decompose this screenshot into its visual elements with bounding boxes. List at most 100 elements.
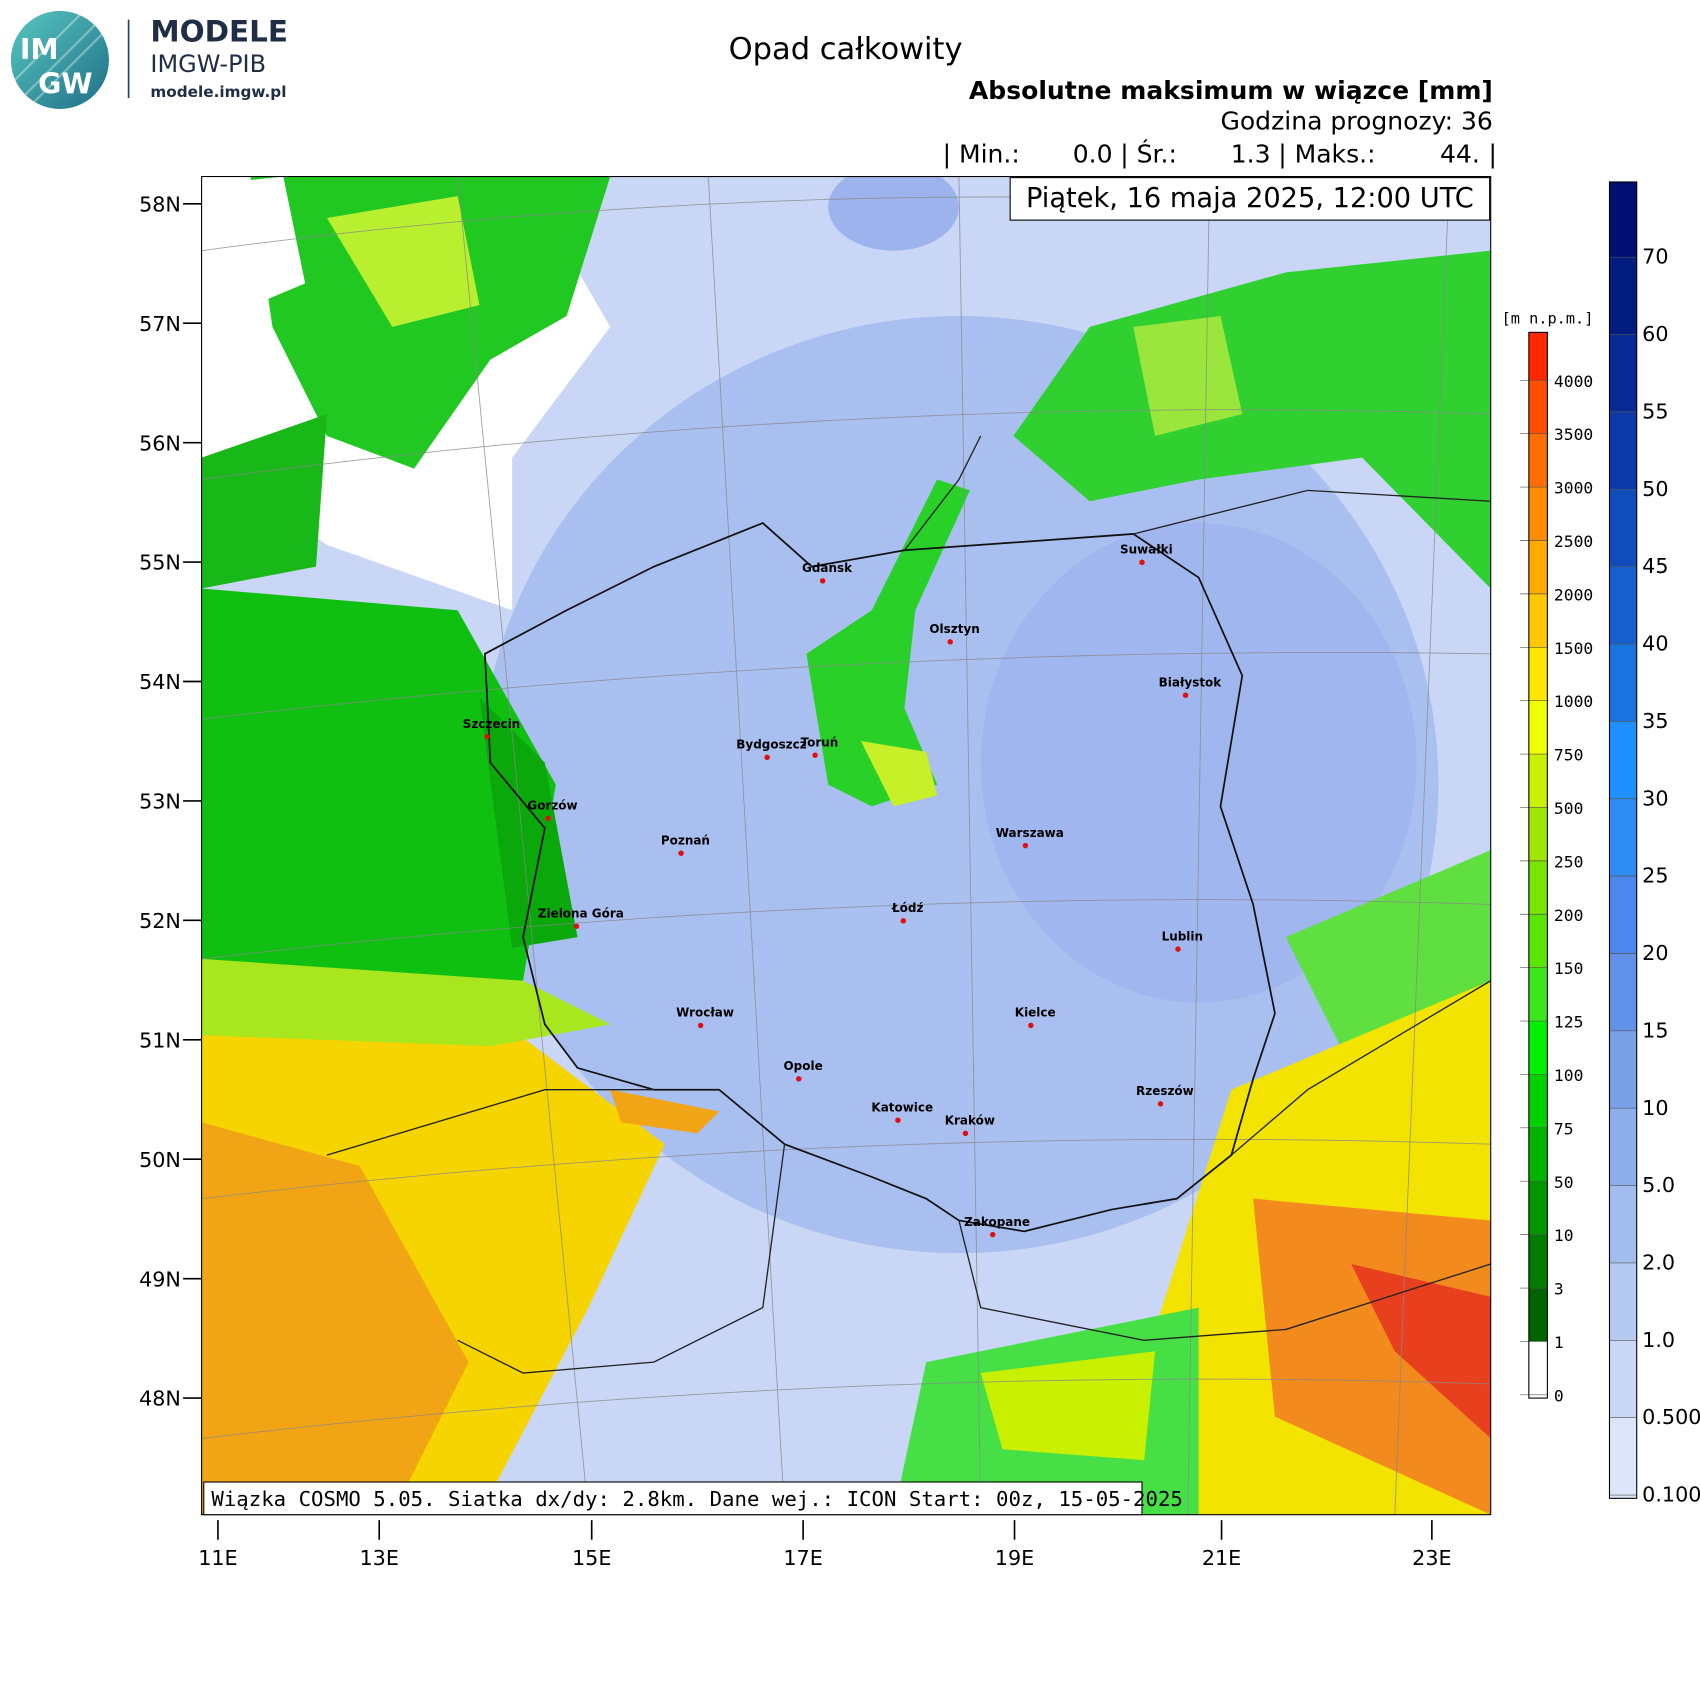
logo-org: IMGW-PIB xyxy=(150,50,266,78)
terrain-label: 3 xyxy=(1554,1280,1564,1299)
stat: 0.0 xyxy=(1073,139,1113,168)
city-label: Poznań xyxy=(661,834,710,848)
forecast-hour: Godzina prognozy: 36 xyxy=(1220,107,1492,136)
terrain-swatch xyxy=(1528,1181,1548,1235)
precip-label: 30 xyxy=(1642,786,1668,810)
precip-label: 20 xyxy=(1642,941,1668,965)
city-label: Bydgoszcz xyxy=(736,738,806,752)
city-label: Zakopane xyxy=(964,1215,1030,1229)
terrain-label: 1 xyxy=(1554,1333,1564,1352)
city-label: Opole xyxy=(784,1059,823,1073)
precip-label: 0.100 xyxy=(1642,1483,1700,1507)
border xyxy=(484,522,1276,1233)
precip-swatch xyxy=(1609,1185,1637,1263)
city-dot xyxy=(895,1117,901,1123)
terrain-frame xyxy=(1528,331,1548,1399)
lon-label: 15E xyxy=(572,1546,611,1570)
title: Opad całkowity xyxy=(729,32,963,67)
city-label: Wrocław xyxy=(676,1006,734,1020)
logo-name: MODELE xyxy=(150,14,288,48)
precip-swatch xyxy=(1609,1108,1637,1186)
logo-pattern xyxy=(12,12,105,105)
valid-time: Piątek, 16 maja 2025, 12:00 UTC xyxy=(1026,183,1474,214)
lat-label: 56N xyxy=(139,431,181,455)
city-dot xyxy=(697,1022,704,1029)
city-label: Białystok xyxy=(1159,676,1223,690)
terrain-label: 1000 xyxy=(1554,692,1593,711)
city-dot xyxy=(796,1076,802,1082)
precip-label: 50 xyxy=(1642,477,1668,501)
terrain-label: 2500 xyxy=(1554,532,1593,551)
precip-swatch xyxy=(1609,1340,1637,1418)
footer: Wiązka COSMO 5.05. Siatka dx/dy: 2.8km. … xyxy=(211,1487,1182,1511)
terrain-label: 150 xyxy=(1554,959,1583,978)
city-dot xyxy=(484,733,490,740)
terrain-label: 3500 xyxy=(1554,425,1593,444)
city-label: Szczecin xyxy=(463,717,520,731)
precip-swatch xyxy=(1609,1417,1637,1499)
city-dot xyxy=(1157,1101,1164,1107)
terrain-swatch xyxy=(1528,1127,1548,1182)
lon-label: 13E xyxy=(360,1546,399,1570)
terrain-label: 100 xyxy=(1554,1066,1583,1085)
precip-swatch xyxy=(1609,953,1637,1031)
precip-label: 25 xyxy=(1642,864,1668,888)
terrain-swatch xyxy=(1528,914,1548,968)
terrain-label: 125 xyxy=(1554,1013,1583,1032)
city-label: Kielce xyxy=(1015,1006,1056,1020)
terrain-label: 2000 xyxy=(1554,585,1593,604)
stat: 44. xyxy=(1440,139,1480,168)
terrain-swatch xyxy=(1528,1288,1548,1342)
lat-label: 54N xyxy=(139,670,181,694)
terrain-swatch xyxy=(1528,487,1548,541)
terrain-swatch xyxy=(1528,700,1548,755)
terrain-label: 10 xyxy=(1554,1226,1574,1245)
terrain-swatch xyxy=(1528,860,1548,915)
lat-label: 57N xyxy=(139,312,181,336)
precip-label: 70 xyxy=(1642,245,1668,269)
lon-label: 23E xyxy=(1412,1546,1451,1570)
city-dot xyxy=(545,815,551,822)
city-label: Olsztyn xyxy=(929,622,979,636)
city-dot xyxy=(1182,692,1189,698)
lat-label: 53N xyxy=(139,790,181,814)
city-label: Lublin xyxy=(1162,929,1203,943)
precip-swatch xyxy=(1609,566,1637,645)
precip-swatch xyxy=(1609,1262,1637,1341)
logo-url: modele.imgw.pl xyxy=(150,83,286,101)
cities: Gdańsk Olsztyn Suwałki Białystok Szczecin Byd… xyxy=(463,543,1223,1238)
terrain-swatch xyxy=(1528,754,1548,808)
precip-swatch xyxy=(1609,721,1637,799)
logo-badge xyxy=(10,10,109,109)
precip-label: 40 xyxy=(1642,632,1668,656)
lat-label: 55N xyxy=(139,551,181,575)
map-field xyxy=(201,176,1491,1515)
city-label: Gorzów xyxy=(527,799,577,813)
stat: | Min.: xyxy=(943,139,1020,168)
lon-label: 17E xyxy=(783,1546,822,1570)
city-dot xyxy=(900,918,907,924)
stat: | xyxy=(1489,139,1497,168)
precip-label: 1.0 xyxy=(1642,1328,1675,1352)
terrain-scale-title: [m n.p.m.] xyxy=(1502,310,1594,328)
city-dot xyxy=(1175,946,1181,952)
terrain-label: 1500 xyxy=(1554,639,1593,658)
city-dot xyxy=(812,752,818,758)
logo-badge-text: GW xyxy=(38,68,93,101)
terrain-label: 75 xyxy=(1554,1119,1574,1138)
precip-swatch xyxy=(1609,257,1637,335)
terrain-label: 200 xyxy=(1554,906,1583,925)
lat-label: 58N xyxy=(139,192,181,216)
terrain-label: 0 xyxy=(1554,1386,1564,1405)
city-dot xyxy=(947,639,953,645)
precip-label: 35 xyxy=(1642,709,1668,733)
city-dot xyxy=(819,578,826,584)
precip-swatch xyxy=(1609,334,1637,412)
footer-box xyxy=(203,1481,1143,1516)
precip-scale: 0.100 0.500 1.0 2.0 5.0 10 15 20 25 30 35 40 45 50 55 6… xyxy=(1608,181,1700,1507)
terrain-swatch xyxy=(1528,380,1548,434)
city-dot xyxy=(1139,559,1145,566)
city-dot xyxy=(1022,842,1029,849)
